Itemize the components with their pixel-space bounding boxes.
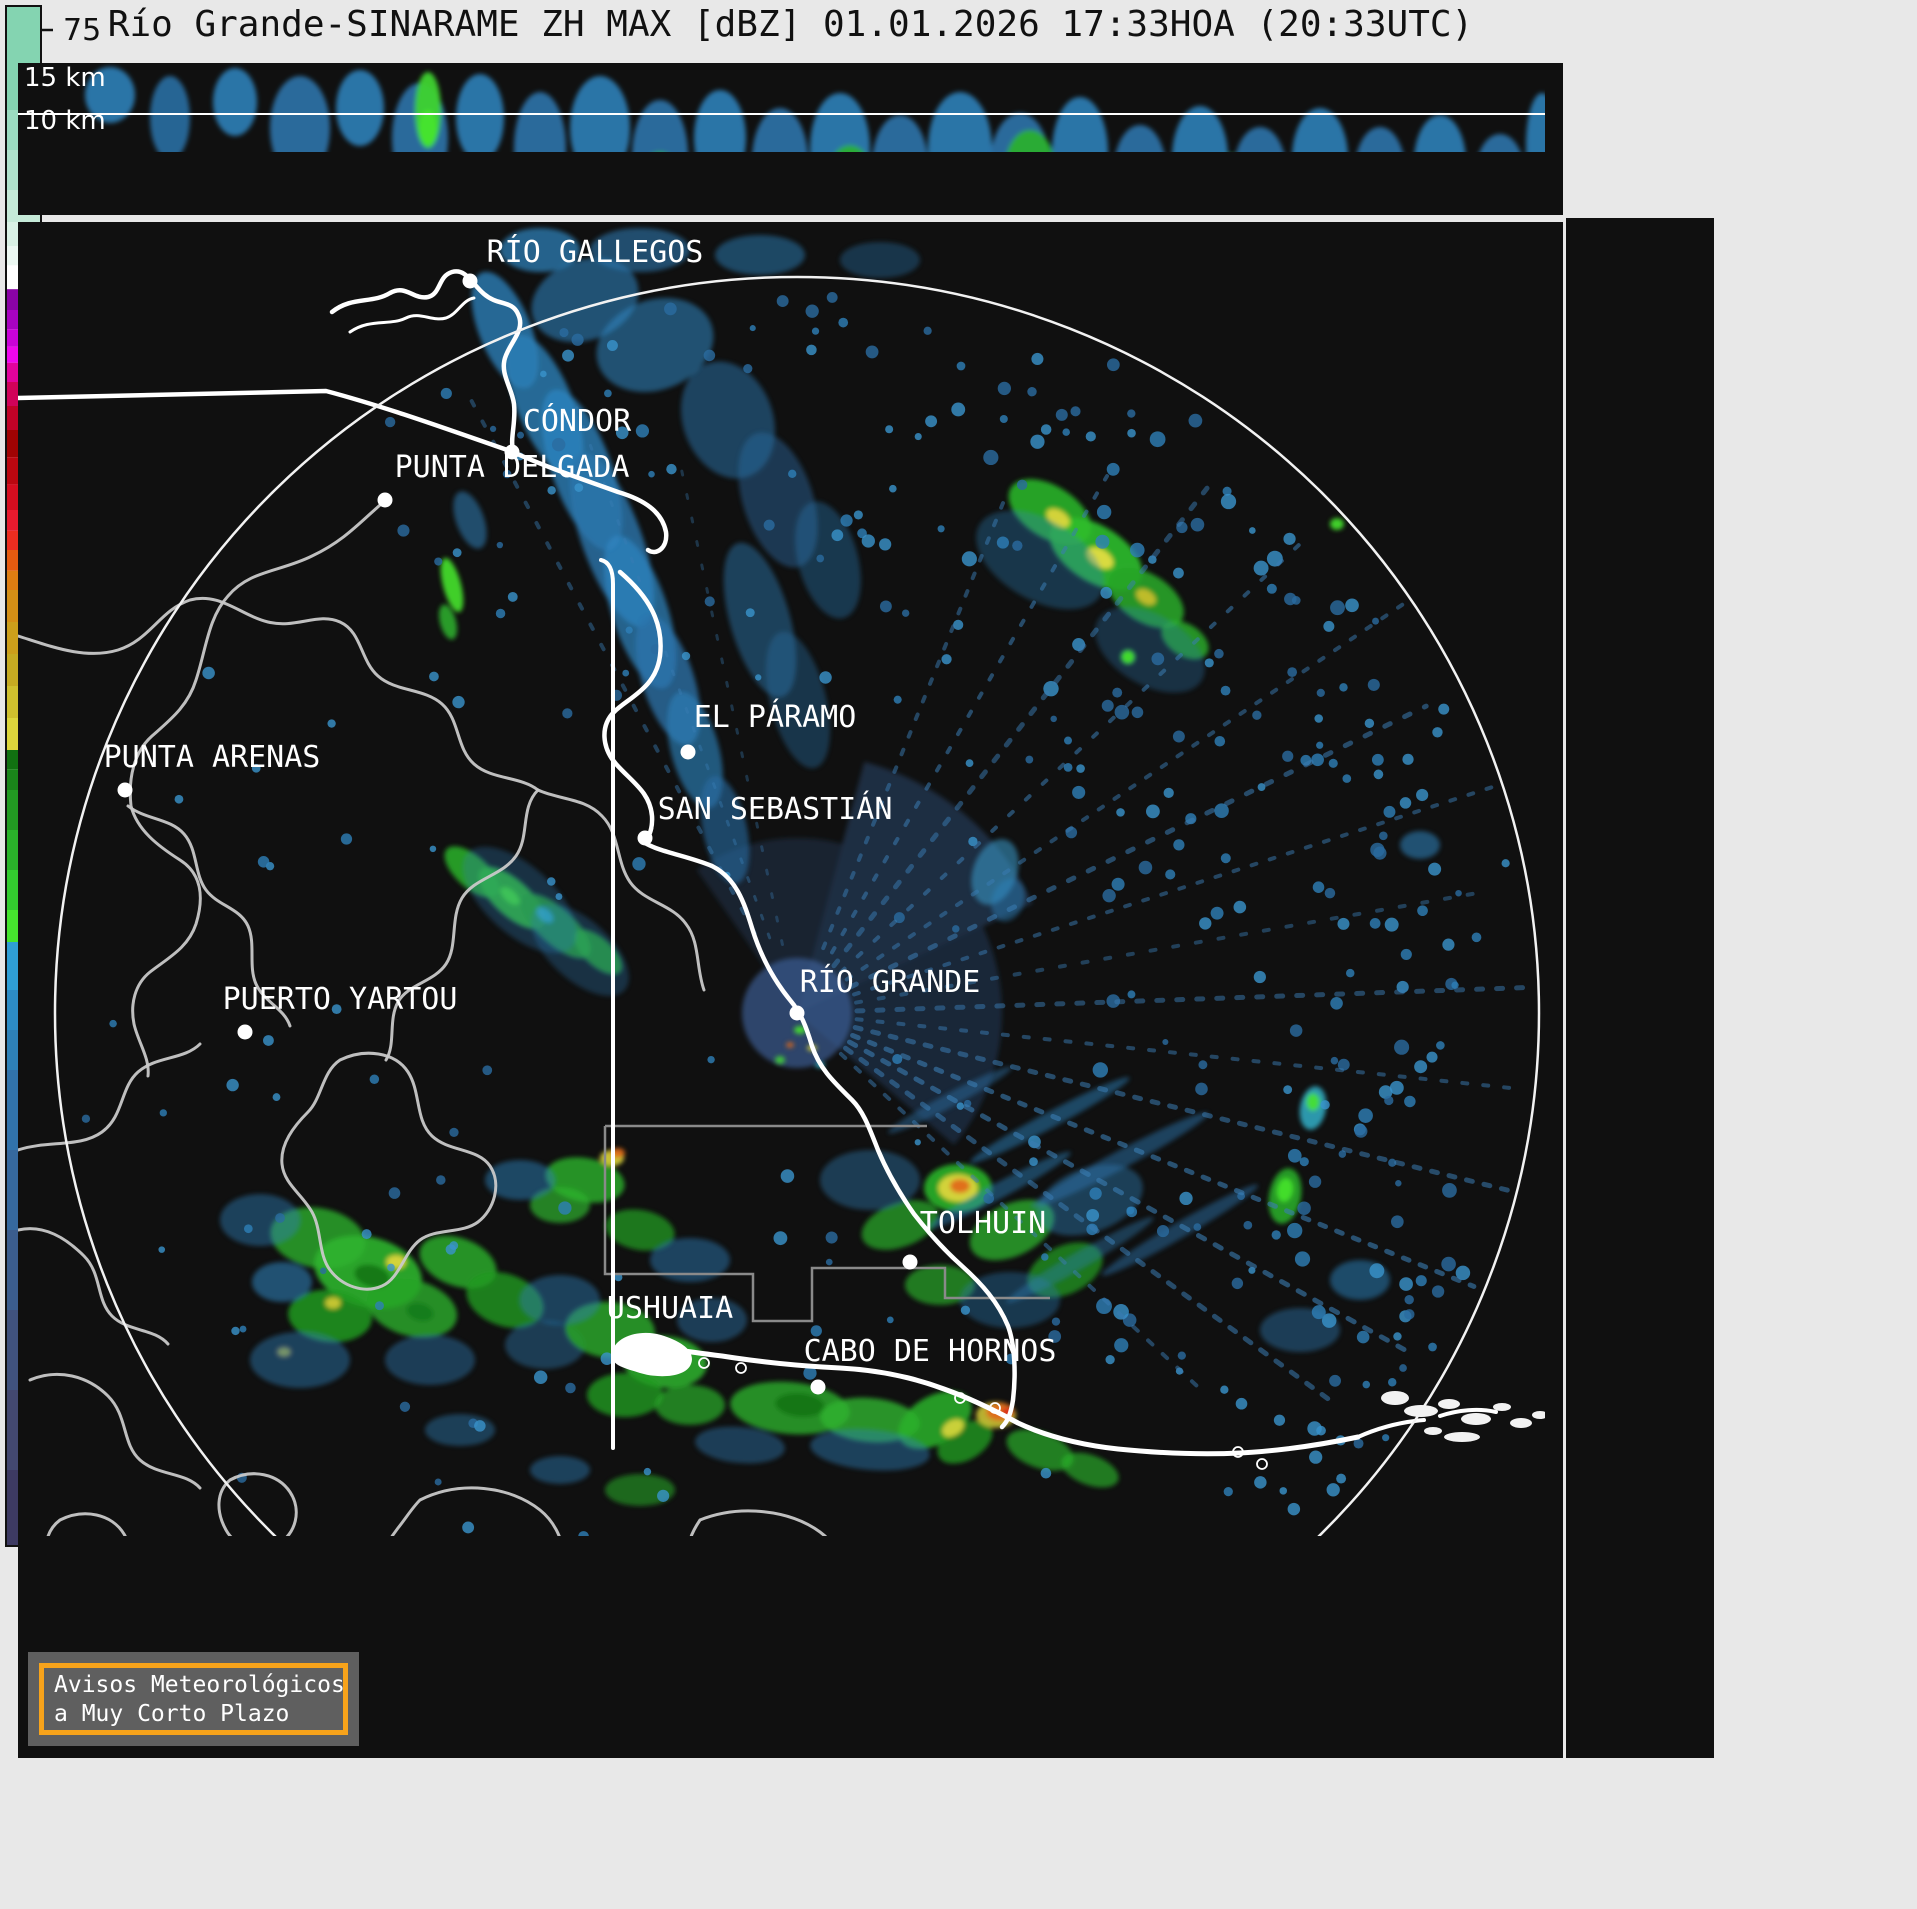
city-label: SAN SEBASTIÁN xyxy=(658,791,893,827)
near-radar-clutter xyxy=(696,761,1033,1145)
alert-box-inner: Avisos Meteorológicos a Muy Corto Plazo xyxy=(39,1663,348,1735)
city-dot xyxy=(117,782,133,798)
city-label: PUNTA DELGADA xyxy=(395,450,630,485)
city-dot xyxy=(637,1344,653,1360)
city-label: EL PÁRAMO xyxy=(694,699,857,735)
city-dot xyxy=(504,444,520,460)
city-label: PUNTA ARENAS xyxy=(104,740,321,775)
city-label: RÍO GALLEGOS xyxy=(487,234,704,270)
right-profile-height-label: 10 km xyxy=(1637,226,1667,308)
alert-line-1: Avisos Meteorológicos xyxy=(54,1672,345,1698)
admin-borders xyxy=(603,1124,1050,1323)
radar-site-dot xyxy=(792,1008,802,1018)
right-profile-height-label: 15 km xyxy=(1689,226,1714,308)
figure-title: Río Grande-SINARAME ZH MAX [dBZ] 01.01.2… xyxy=(107,4,1474,45)
range-ring xyxy=(53,275,1541,1536)
top-height-profile-panel: 15 km 10 km 5 km xyxy=(18,63,1563,215)
city-dot xyxy=(680,744,696,760)
city-label: RÍO GRANDE xyxy=(800,964,981,1000)
city-dot xyxy=(810,1379,826,1395)
echo-blobs xyxy=(220,228,1440,1506)
city-dot xyxy=(237,1024,253,1040)
alert-box[interactable]: Avisos Meteorológicos a Muy Corto Plazo xyxy=(28,1652,359,1746)
alert-line-2: a Muy Corto Plazo xyxy=(54,1701,290,1727)
echo-blobs xyxy=(1574,260,1714,1720)
city-dot xyxy=(902,1254,918,1270)
city-dot xyxy=(462,273,478,289)
right-height-profile-panel: 5 km 10 km 15 km xyxy=(1566,218,1714,1758)
city-label: PUERTO YARTOU xyxy=(223,982,458,1017)
city-label: USHUAIA xyxy=(607,1291,733,1326)
top-profile-height-label: 15 km xyxy=(24,63,106,93)
coastlines xyxy=(18,496,828,1536)
city-dot xyxy=(637,830,653,846)
echo-blobs xyxy=(85,67,1545,152)
city-markers: RÍO GALLEGOS CÓNDOR PUNTA DELGADA EL PÁRAMO… xyxy=(104,234,1057,1395)
right-profile-height-label: 5 km xyxy=(1585,226,1615,291)
city-label: CÓNDOR xyxy=(523,402,632,439)
city-label: CABO DE HORNOS xyxy=(804,1334,1057,1369)
top-profile-height-label: 5 km xyxy=(24,159,89,189)
city-label: TOLHUIN xyxy=(920,1206,1046,1241)
echo-speckles xyxy=(81,291,1510,1536)
footer-logos: Servicio Meteorológico Nacional Argentin… xyxy=(0,1758,1917,1909)
city-dot xyxy=(377,492,393,508)
top-profile-height-label: 10 km xyxy=(24,106,106,136)
main-radar-map-panel: RÍO GALLEGOS CÓNDOR PUNTA DELGADA EL PÁRAMO… xyxy=(18,222,1563,1758)
colorbar-tick-label: 75 xyxy=(63,13,101,48)
